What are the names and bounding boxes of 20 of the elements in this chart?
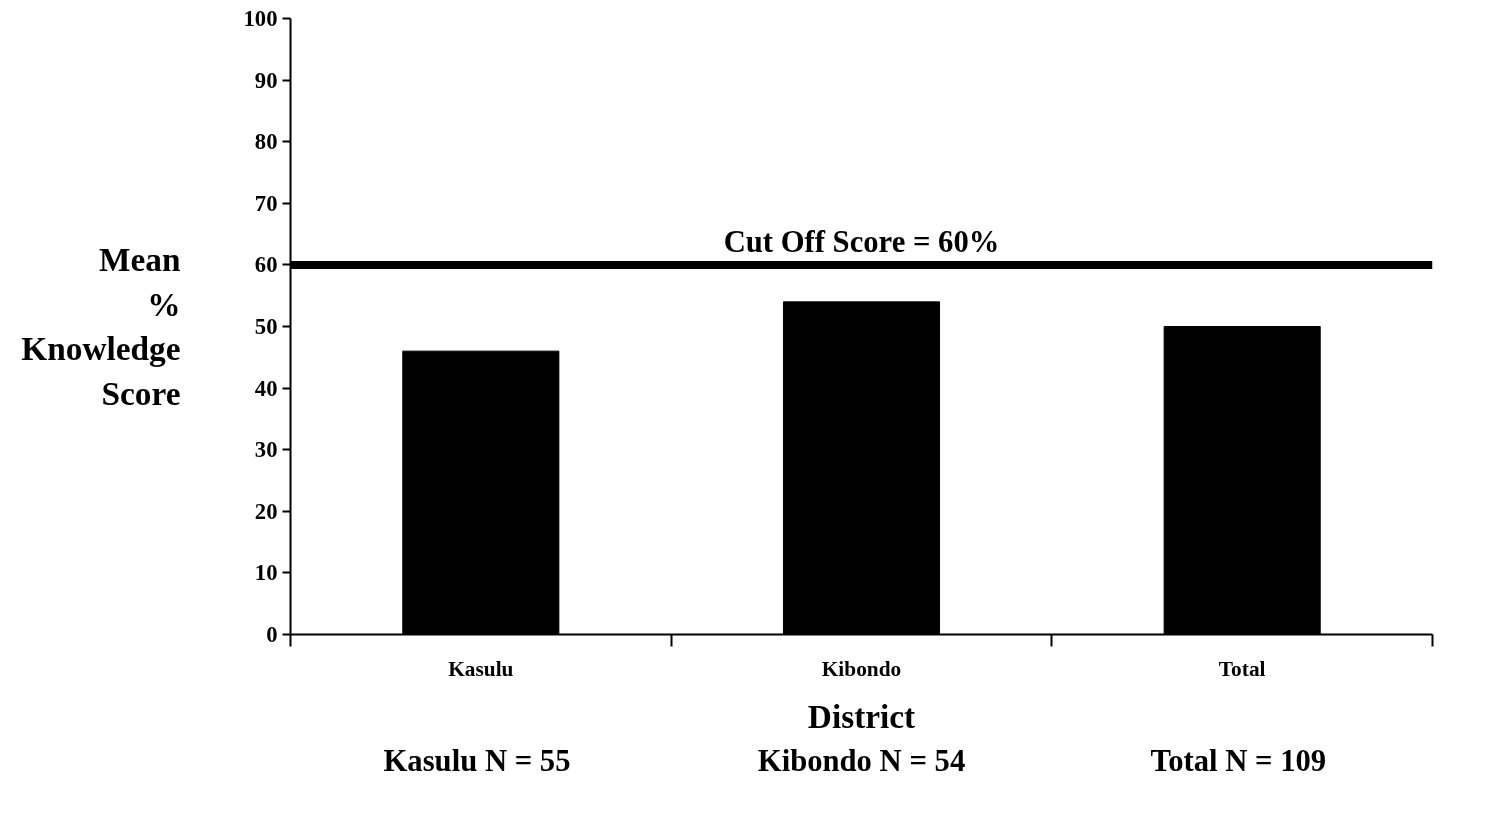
y-tick-label: 90 <box>254 67 278 93</box>
y-tick-label: 20 <box>254 498 278 524</box>
x-axis-title: District <box>807 697 916 735</box>
y-tick-label: 100 <box>243 6 278 31</box>
x-tick-label: Kasulu <box>448 656 514 681</box>
y-tick-label: 50 <box>254 314 278 339</box>
y-axis-title: Mean % Knowledge Score <box>21 241 181 412</box>
text: Kibondo N = 54 <box>757 743 966 778</box>
y-tick-label: 80 <box>254 129 278 155</box>
text: Kasulu N = 55 <box>383 743 571 778</box>
y-tick-label: 40 <box>254 375 278 401</box>
x-tick-label: Total <box>1218 656 1266 681</box>
x-tick-label: Kibondo <box>821 656 902 681</box>
ref-line-label: Cut Off Score = 60% <box>723 224 1000 259</box>
y-tick-label: 10 <box>254 560 278 586</box>
y-tick-label: 30 <box>254 437 278 463</box>
y-tick-label: 70 <box>254 190 278 216</box>
y-tick-label: 60 <box>254 252 278 278</box>
y-tick-label: 0 <box>266 622 278 647</box>
text: Total N = 109 <box>1150 743 1327 778</box>
